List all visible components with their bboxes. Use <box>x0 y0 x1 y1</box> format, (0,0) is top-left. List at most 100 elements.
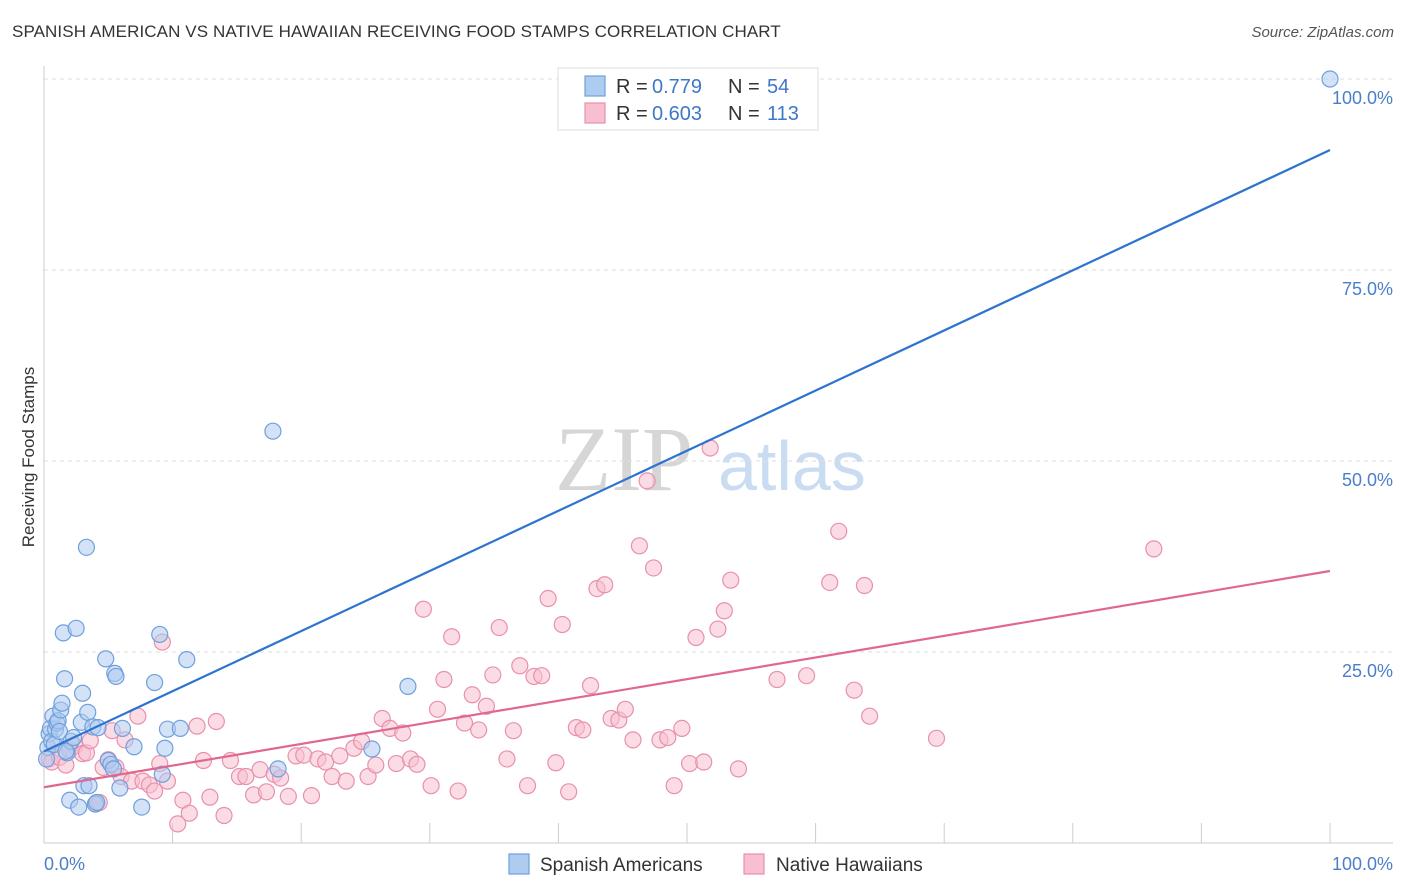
native-hawaiians-point-67 <box>463 686 481 704</box>
series-legend: Spanish Americans Native Hawaiians <box>508 853 923 876</box>
native-hawaiians-point-92 <box>638 472 656 490</box>
spanish-americans-point-36 <box>111 779 129 797</box>
spanish-americans-point-47 <box>264 422 282 440</box>
spanish-americans-point-9 <box>50 722 69 741</box>
native-hawaiians-point-75 <box>518 777 537 795</box>
legend-n-value-blue: 54 <box>767 76 789 98</box>
native-hawaiians-point-30 <box>201 788 219 806</box>
x-tick-label-min: 0.0% <box>44 854 85 874</box>
native-hawaiians-point-83 <box>574 721 592 739</box>
x-tick-label-max: 100.0% <box>1332 854 1393 874</box>
native-hawaiians-point-109 <box>830 522 848 540</box>
spanish-americans-trend-line <box>43 149 1331 753</box>
native-hawaiians-point-35 <box>237 767 255 786</box>
native-hawaiians-point-25 <box>169 815 187 833</box>
native-hawaiians-point-57 <box>394 724 412 742</box>
legend-swatch-pink <box>584 102 606 124</box>
legend-r-label-pink: R = <box>616 103 648 125</box>
native-hawaiians-point-78 <box>539 589 557 608</box>
native-hawaiians-point-97 <box>673 719 691 738</box>
native-hawaiians-point-110 <box>845 681 863 699</box>
legend-n-value-pink: 113 <box>767 103 799 125</box>
native-hawaiians-point-56 <box>387 754 405 773</box>
native-hawaiians-point-77 <box>533 667 551 685</box>
native-hawaiians-point-108 <box>821 573 839 592</box>
native-hawaiians-point-64 <box>443 628 461 646</box>
native-hawaiians-point-90 <box>624 731 642 749</box>
correlation-legend: R = 0.779 N = 54 R = 0.603 N = 113 <box>557 67 819 131</box>
spanish-americans-point-28 <box>88 793 106 812</box>
native-hawaiians-point-38 <box>257 783 276 801</box>
native-hawaiians-point-72 <box>498 750 516 768</box>
native-hawaiians-point-111 <box>855 576 874 595</box>
spanish-americans-point-24 <box>79 703 97 721</box>
native-hawaiians-point-96 <box>665 777 683 795</box>
native-hawaiians-point-93 <box>644 559 663 577</box>
y-tick-labels: 25.0% 50.0% 75.0% 100.0% <box>1332 88 1393 681</box>
native-hawaiians-point-32 <box>215 806 233 825</box>
native-hawaiians-point-47 <box>323 767 341 786</box>
native-hawaiians-point-81 <box>560 783 578 801</box>
native-hawaiians-point-21 <box>145 782 164 800</box>
y-tick-label-2: 75.0% <box>1342 279 1393 299</box>
spanish-americans-point-23 <box>77 538 96 556</box>
y-tick-label-1: 50.0% <box>1342 470 1393 490</box>
native-hawaiians-point-73 <box>504 722 522 740</box>
spanish-americans-point-52 <box>37 750 56 768</box>
native-hawaiians-point-86 <box>596 576 614 594</box>
native-hawaiians-point-61 <box>422 777 440 795</box>
axes <box>43 66 1393 844</box>
bottom-legend-swatch-pink <box>743 853 765 875</box>
native-hawaiians-point-100 <box>695 753 713 771</box>
spanish-americans-point-50 <box>399 677 417 695</box>
native-hawaiians-point-114 <box>1145 540 1163 558</box>
spanish-americans-point-49 <box>363 740 381 758</box>
native-hawaiians-point-66 <box>455 714 474 732</box>
native-hawaiians-point-103 <box>715 602 733 620</box>
native-hawaiians-point-113 <box>927 729 946 747</box>
native-hawaiians-point-79 <box>547 754 565 772</box>
native-hawaiians-point-70 <box>484 666 502 684</box>
native-hawaiians-point-112 <box>861 707 879 725</box>
y-tick-label-3: 100.0% <box>1332 88 1393 108</box>
spanish-americans-point-11 <box>53 694 71 712</box>
spanish-americans-point-53 <box>57 742 75 760</box>
native-hawaiians-point-62 <box>428 700 447 718</box>
native-hawaiians-point-84 <box>581 677 600 695</box>
spanish-americans-point-13 <box>55 670 74 688</box>
native-hawaiians-point-53 <box>367 756 385 774</box>
native-hawaiians-point-69 <box>477 697 495 715</box>
native-hawaiians-point-28 <box>188 717 206 735</box>
native-hawaiians-point-68 <box>470 721 488 739</box>
native-hawaiians-point-46 <box>317 753 335 771</box>
y-axis-title: Receiving Food Stamps <box>19 367 38 547</box>
native-hawaiians-points <box>40 439 1163 833</box>
spanish-americans-point-40 <box>145 673 164 692</box>
spanish-americans-point-30 <box>97 650 115 668</box>
bottom-legend-label-blue: Spanish Americans <box>540 855 703 876</box>
spanish-americans-point-48 <box>269 760 287 778</box>
native-hawaiians-point-41 <box>279 787 297 805</box>
spanish-americans-point-45 <box>171 719 189 738</box>
native-hawaiians-point-60 <box>414 600 432 618</box>
native-hawaiians-point-99 <box>687 628 705 647</box>
native-hawaiians-point-105 <box>729 760 748 778</box>
chart-title: SPANISH AMERICAN VS NATIVE HAWAIIAN RECE… <box>12 22 781 41</box>
native-hawaiians-point-106 <box>768 670 786 689</box>
native-hawaiians-point-59 <box>408 755 426 773</box>
gridlines <box>44 78 1393 653</box>
native-hawaiians-point-37 <box>251 761 269 779</box>
native-hawaiians-point-80 <box>553 615 571 634</box>
watermark-atlas: atlas <box>718 427 866 505</box>
legend-r-value-pink: 0.603 <box>652 103 702 125</box>
source-label: Source: ZipAtlas.com <box>1251 24 1394 41</box>
trend-lines <box>43 149 1331 789</box>
spanish-americans-point-35 <box>107 667 125 686</box>
native-hawaiians-point-71 <box>490 618 508 637</box>
native-hawaiians-point-98 <box>680 754 699 773</box>
native-hawaiians-point-102 <box>709 620 727 638</box>
native-hawaiians-point-27 <box>180 804 198 822</box>
native-hawaiians-point-31 <box>207 712 225 731</box>
legend-n-label-pink: N = <box>728 103 760 125</box>
